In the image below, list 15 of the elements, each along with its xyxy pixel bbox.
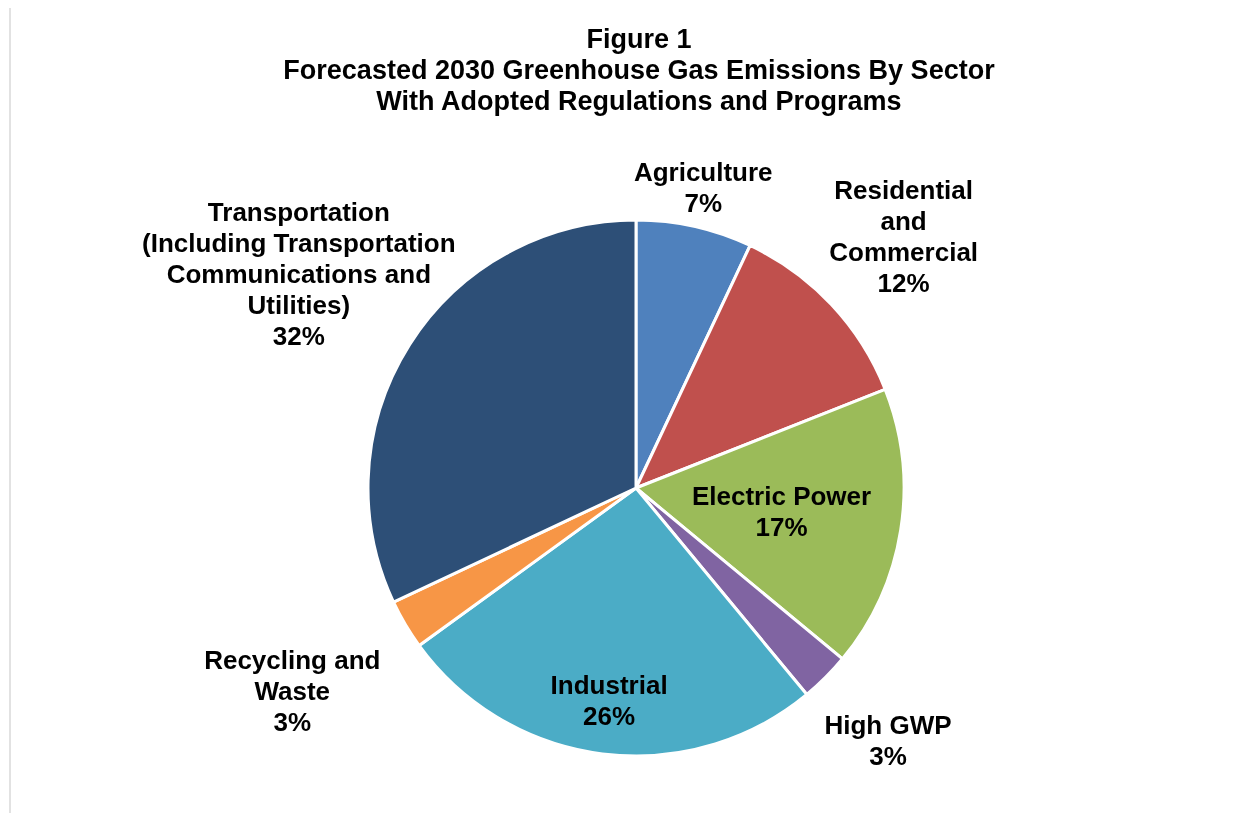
data-label: 3% <box>869 740 907 771</box>
data-label: 32% <box>272 321 325 352</box>
data-label: 26% <box>583 701 636 732</box>
slice-label: Industrial <box>550 670 668 701</box>
slice-label: Electric Power <box>691 480 872 511</box>
slice-label: Residential and Commercial <box>829 175 979 268</box>
data-label: 12% <box>877 268 930 299</box>
slice-label: Transportation (Including Transportation Communications and Utilities) <box>142 197 456 321</box>
data-label: 17% <box>755 511 808 542</box>
data-label: 7% <box>684 187 723 218</box>
data-label: 3% <box>273 707 312 738</box>
slice-label: High GWP <box>824 709 952 740</box>
slice-label: Recycling and Waste <box>204 645 381 707</box>
slice-label: Agriculture <box>633 156 773 187</box>
chart-title: Figure 1 Forecasted 2030 Greenhouse Gas Emissions By Sector With Adopted Regulations and Programs <box>283 24 996 116</box>
